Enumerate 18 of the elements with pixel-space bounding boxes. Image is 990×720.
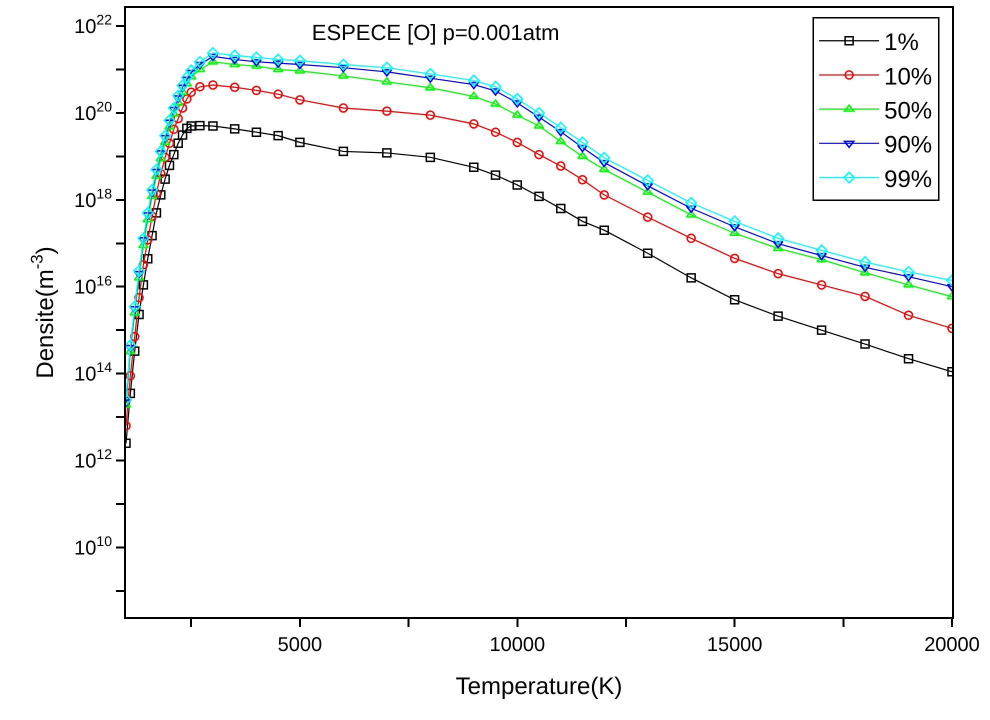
x-tick-label: 20000 (924, 634, 980, 656)
x-axis-title: Temperature(K) (456, 672, 622, 700)
legend-label: 10% (884, 63, 932, 90)
y-tick-label: 10$^{10}$ (74, 533, 112, 560)
text: ESPECE [O] p=0.001atm (312, 20, 560, 46)
x-tick-label: 5000 (278, 634, 322, 656)
y-tick-label: 10$^{14}$ (74, 359, 112, 386)
legend-label: 1% (884, 29, 919, 56)
x-tick-label: 10000 (489, 634, 546, 656)
y-tick-label: 10$^{22}$ (74, 12, 112, 38)
y-tick-label: 10$^{16}$ (74, 272, 112, 299)
y-tick-label: 10$^{18}$ (74, 185, 112, 212)
legend-label: 90% (884, 132, 932, 159)
y-tick-label: 10$^{12}$ (74, 446, 112, 472)
x-tick-label: 15000 (706, 634, 762, 656)
legend-label: 50% (884, 97, 932, 124)
legend-label: 99% (884, 166, 932, 193)
y-tick-label: 10$^{20}$ (74, 98, 112, 125)
